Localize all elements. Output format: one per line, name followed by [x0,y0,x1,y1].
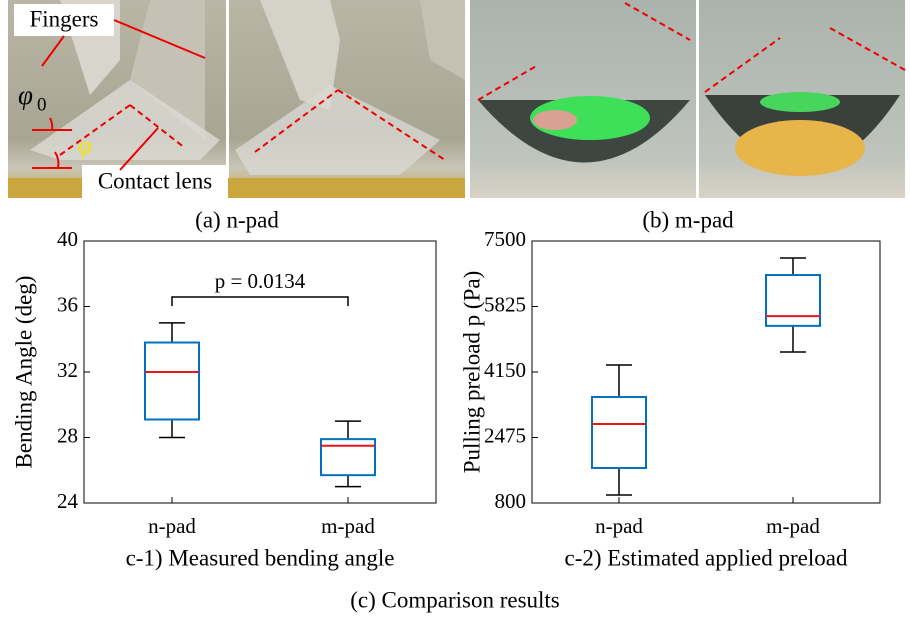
x-tick-label: m-pad [766,514,820,538]
y-tick-label: 2475 [484,423,526,447]
box [765,274,821,327]
y-tick-label: 5825 [484,292,526,316]
box [144,341,200,421]
annotation: p = 0.0134 [215,269,306,293]
phi-symbol: φ [78,133,92,160]
box [320,438,376,477]
significance-bracket [171,296,349,306]
y-axis-label: Pulling preload p (Pa) [459,271,484,474]
y-tick-label: 36 [57,292,78,316]
photo-n-pad: Fingers Contact lens φ 0 φ [8,0,465,199]
figure-caption: (c) Comparison results [350,587,560,612]
caption-a: (a) n-pad [195,207,279,232]
axes-box [531,240,881,504]
x-tick-label: m-pad [321,514,375,538]
x-tick-label: n-pad [595,514,643,538]
y-tick-label: 7500 [484,227,526,251]
y-tick-label: 24 [57,489,79,513]
y-tick-label: 40 [57,227,78,251]
phi0-symbol: φ [18,80,33,110]
x-tick-label: n-pad [148,514,196,538]
box [591,396,647,470]
y-tick-label: 28 [57,423,78,447]
fingers-label: Fingers [30,6,99,31]
photo-m-pad [470,0,906,198]
x-axis-label: c-1) Measured bending angle [126,545,395,570]
y-tick-label: 4150 [484,358,526,382]
x-axis-label: c-2) Estimated applied preload [565,545,848,570]
lens-label: Contact lens [98,168,212,193]
y-axis-label: Bending Angle (deg) [11,276,36,469]
caption-b: (b) m-pad [642,207,734,232]
y-tick-label: 800 [495,489,527,513]
y-tick-label: 32 [57,358,78,382]
phi0-subscript: 0 [37,94,47,115]
